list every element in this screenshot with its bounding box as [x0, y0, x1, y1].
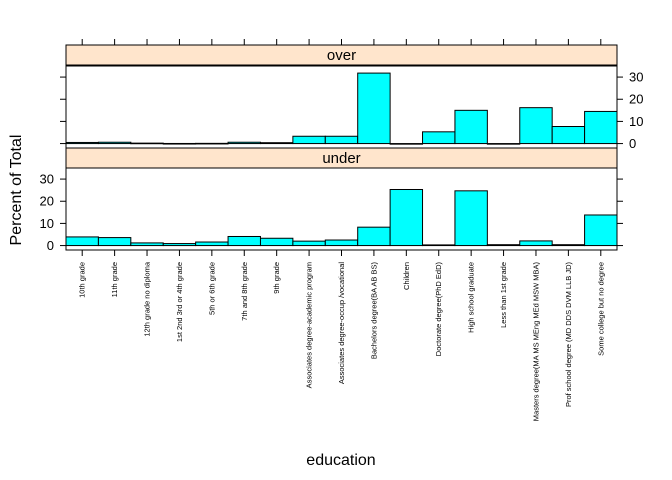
bar-under-4: [195, 241, 229, 247]
strip-label-under: under: [322, 150, 360, 167]
y-tick-label-over-0: 0: [629, 136, 636, 151]
bar-under-8: [324, 239, 359, 247]
plot-area-under: [66, 168, 617, 250]
x-tick-label-3: 1st 2nd 3rd or 4th grade: [175, 262, 184, 342]
bar-over-3: [162, 142, 197, 145]
bar-under-15: [551, 244, 586, 247]
bar-over-1: [97, 141, 132, 145]
bar-over-0: [65, 141, 99, 145]
axes-layer: [60, 39, 623, 256]
x-tick-label-0: 10th grade: [78, 262, 87, 298]
y-axis-title: Percent of Total: [8, 135, 25, 246]
x-tick-label-13: Less than 1st grade: [499, 262, 508, 328]
bar-under-10: [389, 188, 424, 247]
bar-over-15: [551, 126, 586, 145]
y-tick-label-under-2: 20: [40, 194, 54, 209]
bar-under-16: [584, 214, 618, 247]
bar-over-8: [324, 135, 359, 145]
bar-over-14: [519, 107, 553, 145]
bar-under-14: [519, 240, 553, 247]
x-tick-label-10: Children: [402, 262, 411, 290]
bar-under-1: [97, 237, 132, 247]
x-tick-label-5: 7th and 8th grade: [240, 262, 249, 321]
bar-over-11: [422, 131, 456, 145]
bar-over-6: [259, 142, 294, 145]
bar-over-10: [389, 143, 424, 145]
bar-over-7: [292, 135, 326, 145]
x-tick-label-8: Associates degree-occup /vocational: [337, 262, 346, 384]
bar-over-4: [195, 142, 229, 145]
bar-under-3: [162, 243, 197, 247]
bar-under-13: [486, 244, 521, 247]
x-tick-label-9: Bachelors degree(BA AB BS): [369, 262, 378, 360]
y-tick-label-under-3: 30: [40, 172, 54, 187]
panels-layer: over under: [65, 44, 618, 251]
y-tick-label-over-1: 10: [629, 114, 643, 129]
x-tick-label-11: Doctorate degree(PhD EdD): [434, 262, 443, 357]
bar-over-2: [130, 142, 164, 145]
y-tick-label-over-2: 20: [629, 92, 643, 107]
bar-under-12: [454, 190, 488, 247]
x-tick-label-16: Some college but no degree: [596, 262, 605, 356]
bar-over-9: [357, 72, 391, 145]
bar-over-5: [227, 141, 261, 145]
bar-under-9: [357, 226, 391, 247]
x-tick-label-2: 12th grade no diploma: [143, 261, 152, 336]
bar-under-5: [227, 235, 261, 247]
labels-layer: 0 10 20 30 0 10 20 30 10th grade 11th grade 12th g…: [40, 70, 644, 422]
x-tick-label-14: Masters degree(MA MS MEng MEd MSW MBA): [531, 261, 540, 421]
y-tick-label-over-3: 30: [629, 70, 643, 85]
panel-over: over: [65, 44, 618, 149]
strip-label-over: over: [327, 47, 356, 64]
bar-under-2: [130, 242, 164, 247]
panel-under: under: [65, 147, 618, 251]
y-tick-label-under-1: 10: [40, 216, 54, 231]
x-tick-label-7: Associates degree-academic program: [305, 262, 314, 388]
bar-over-16: [584, 110, 618, 145]
x-tick-label-4: 5th or 6th grade: [207, 262, 216, 315]
x-tick-label-12: High school graduate: [467, 262, 476, 333]
bar-over-13: [486, 143, 521, 145]
bar-under-6: [259, 237, 294, 247]
x-tick-label-1: 11th grade: [110, 262, 119, 297]
x-axis-title: education: [306, 452, 375, 469]
x-tick-label-15: Prof school degree (MD DDS DVM LLB JD): [564, 261, 573, 407]
bar-under-7: [292, 240, 326, 247]
y-tick-label-under-0: 0: [47, 238, 54, 253]
bar-under-11: [422, 244, 456, 247]
bar-over-12: [454, 109, 488, 145]
bar-under-0: [65, 236, 99, 247]
x-tick-label-6: 9th grade: [272, 262, 281, 294]
